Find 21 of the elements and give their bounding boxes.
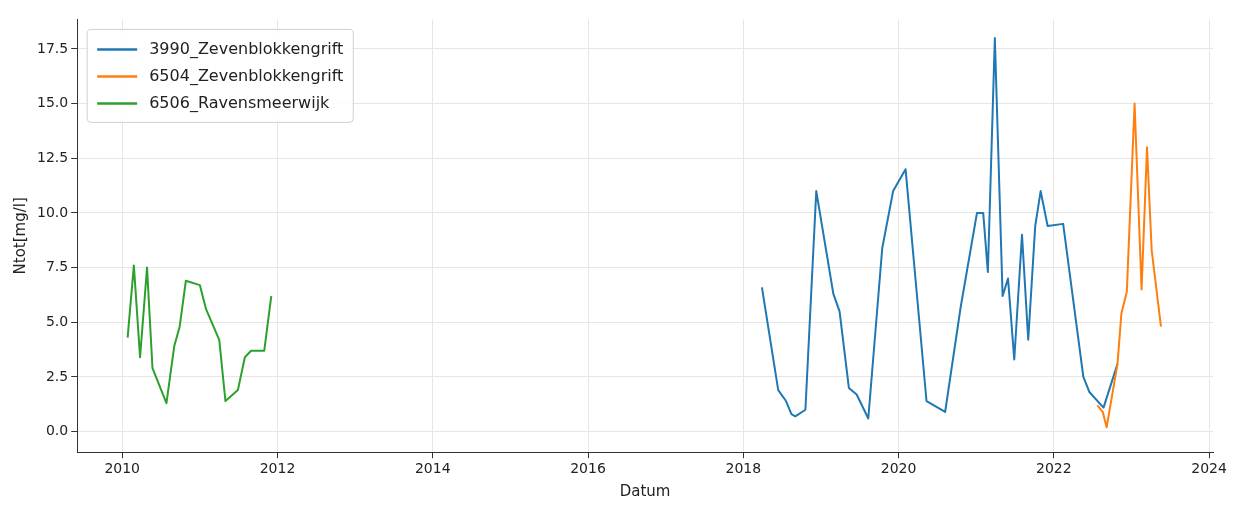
legend-label: 6506_Ravensmeerwijk	[149, 92, 331, 113]
x-tick-label: 2018	[725, 460, 762, 477]
x-tick-label: 2010	[104, 460, 141, 477]
y-tick-label: 10.0	[37, 203, 69, 220]
y-tick-label: 2.5	[45, 367, 69, 384]
x-tick-label: 2016	[570, 460, 606, 477]
x-tick-label: 2012	[259, 460, 296, 477]
y-tick-label: 12.5	[37, 148, 69, 165]
y-tick-label: 0.0	[45, 422, 69, 439]
x-tick-label: 2024	[1191, 460, 1228, 477]
y-tick-label: 17.5	[37, 39, 69, 56]
legend-label: 6504_Zevenblokkengrift	[149, 65, 344, 86]
y-tick-label: 15.0	[37, 94, 69, 111]
x-tick-label: 2022	[1036, 460, 1072, 477]
legend-label: 3990_Zevenblokkengrift	[149, 38, 344, 59]
y-tick-label: 5.0	[45, 312, 69, 329]
x-tick-label: 2020	[880, 460, 917, 477]
y-tick-label: 7.5	[45, 258, 69, 275]
x-axis-title: Datum	[619, 481, 671, 500]
y-axis-title: Ntot[mg/l]	[10, 197, 29, 275]
x-tick-label: 2014	[414, 460, 451, 477]
